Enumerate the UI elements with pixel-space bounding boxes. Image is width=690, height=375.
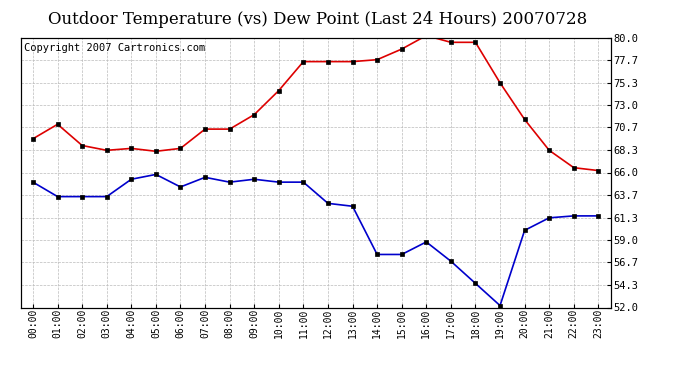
Text: Outdoor Temperature (vs) Dew Point (Last 24 Hours) 20070728: Outdoor Temperature (vs) Dew Point (Last… [48, 11, 587, 28]
Text: Copyright 2007 Cartronics.com: Copyright 2007 Cartronics.com [23, 43, 205, 53]
